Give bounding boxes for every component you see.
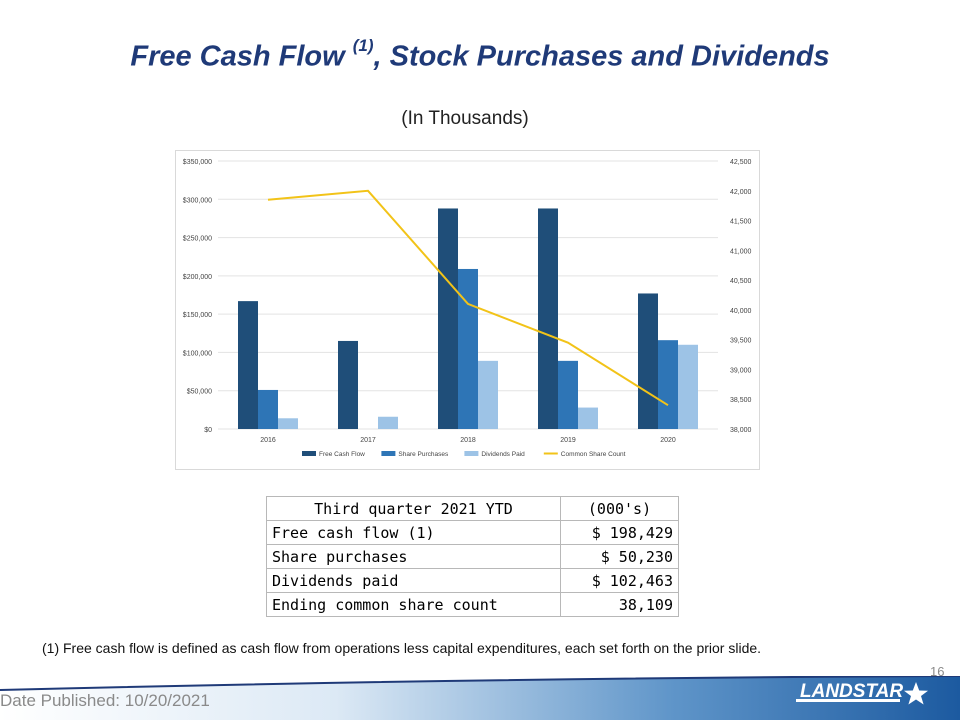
y-right-tick-label: 41,500 <box>730 219 752 226</box>
table-row-value: $ 102,463 <box>560 568 679 593</box>
y-right-tick-label: 42,000 <box>730 189 752 196</box>
bar <box>438 208 458 429</box>
table-header-row: Third quarter 2021 YTD (000's) <box>266 496 679 521</box>
x-tick-label: 2018 <box>460 437 476 444</box>
bar <box>558 360 578 429</box>
legend-swatch <box>302 451 316 456</box>
bar <box>378 416 398 429</box>
table-row-label: Free cash flow (1) <box>266 520 561 545</box>
slide-title: Free Cash Flow (1), Stock Purchases and … <box>0 36 960 74</box>
ytd-summary-table: Third quarter 2021 YTD (000's) Free cash… <box>266 496 679 617</box>
table-row: Free cash flow (1) $ 198,429 <box>266 520 679 545</box>
x-tick-label: 2019 <box>560 437 576 444</box>
legend-swatch <box>464 451 479 456</box>
x-tick-label: 2020 <box>660 437 676 444</box>
legend-label: Free Cash Flow <box>319 451 365 458</box>
bar <box>578 407 598 429</box>
table-row-value: $ 198,429 <box>560 520 679 545</box>
bar <box>338 340 358 429</box>
bar <box>238 301 258 429</box>
bar <box>658 340 678 429</box>
table-row-value: 38,109 <box>560 592 679 617</box>
y-left-tick-label: $150,000 <box>183 312 212 319</box>
y-left-tick-label: $50,000 <box>187 389 212 396</box>
table-row-label: Ending common share count <box>266 592 561 617</box>
footnote: (1) Free cash flow is defined as cash fl… <box>42 640 762 656</box>
bar <box>458 268 478 429</box>
table-row: Dividends paid $ 102,463 <box>266 568 679 593</box>
y-left-tick-label: $0 <box>204 427 212 434</box>
y-right-tick-label: 39,000 <box>730 367 752 374</box>
table-row-value: $ 50,230 <box>560 544 679 569</box>
bar <box>478 360 498 429</box>
y-left-tick-label: $300,000 <box>183 197 212 204</box>
title-rest: , Stock Purchases and Dividends <box>373 40 830 73</box>
y-right-tick-label: 41,000 <box>730 248 752 255</box>
common-share-count-line <box>267 189 669 407</box>
footer-band <box>0 676 960 720</box>
table-row: Share purchases $ 50,230 <box>266 544 679 569</box>
y-right-tick-label: 38,000 <box>730 427 752 434</box>
bar <box>638 293 658 429</box>
legend-label: Share Purchases <box>398 451 449 458</box>
table-header-units: (000's) <box>560 496 679 521</box>
logo-wordmark: LANDSTAR <box>800 681 903 702</box>
bar <box>278 418 298 429</box>
table-row-label: Dividends paid <box>266 568 561 593</box>
y-right-tick-label: 42,500 <box>730 159 752 166</box>
y-left-tick-label: $200,000 <box>183 274 212 281</box>
table-row: Ending common share count 38,109 <box>266 592 679 617</box>
y-right-tick-label: 38,500 <box>730 397 752 404</box>
bar <box>678 344 698 429</box>
y-left-tick-label: $350,000 <box>183 159 212 166</box>
chart-container: $0 $50,000 $100,000 $150,000 $200,000 $250,00… <box>175 150 760 470</box>
combo-chart: $0 $50,000 $100,000 $150,000 $200,000 $250,00… <box>183 159 752 458</box>
landstar-logo: LANDSTAR <box>796 681 928 705</box>
star-icon <box>904 682 928 705</box>
y-right-tick-label: 40,500 <box>730 278 752 285</box>
bar <box>538 208 558 429</box>
y-right-tick-label: 39,500 <box>730 338 752 345</box>
date-published: Date Published: 10/20/2021 <box>0 691 210 710</box>
x-tick-label: 2017 <box>360 437 376 444</box>
y-left-tick-label: $250,000 <box>183 236 212 243</box>
table-header-label: Third quarter 2021 YTD <box>266 496 561 521</box>
legend-swatch <box>381 451 396 456</box>
y-left-tick-label: $100,000 <box>183 350 212 357</box>
units-subtitle: (In Thousands) <box>401 108 529 129</box>
y-right-tick-label: 40,000 <box>730 308 752 315</box>
legend-label: Dividends Paid <box>481 451 525 458</box>
table-row-label: Share purchases <box>266 544 561 569</box>
x-tick-label: 2016 <box>260 437 276 444</box>
title-footnote-mark: (1) <box>352 36 374 55</box>
bar <box>258 389 278 429</box>
legend-label: Common Share Count <box>561 451 626 458</box>
title-main: Free Cash Flow <box>130 40 345 73</box>
